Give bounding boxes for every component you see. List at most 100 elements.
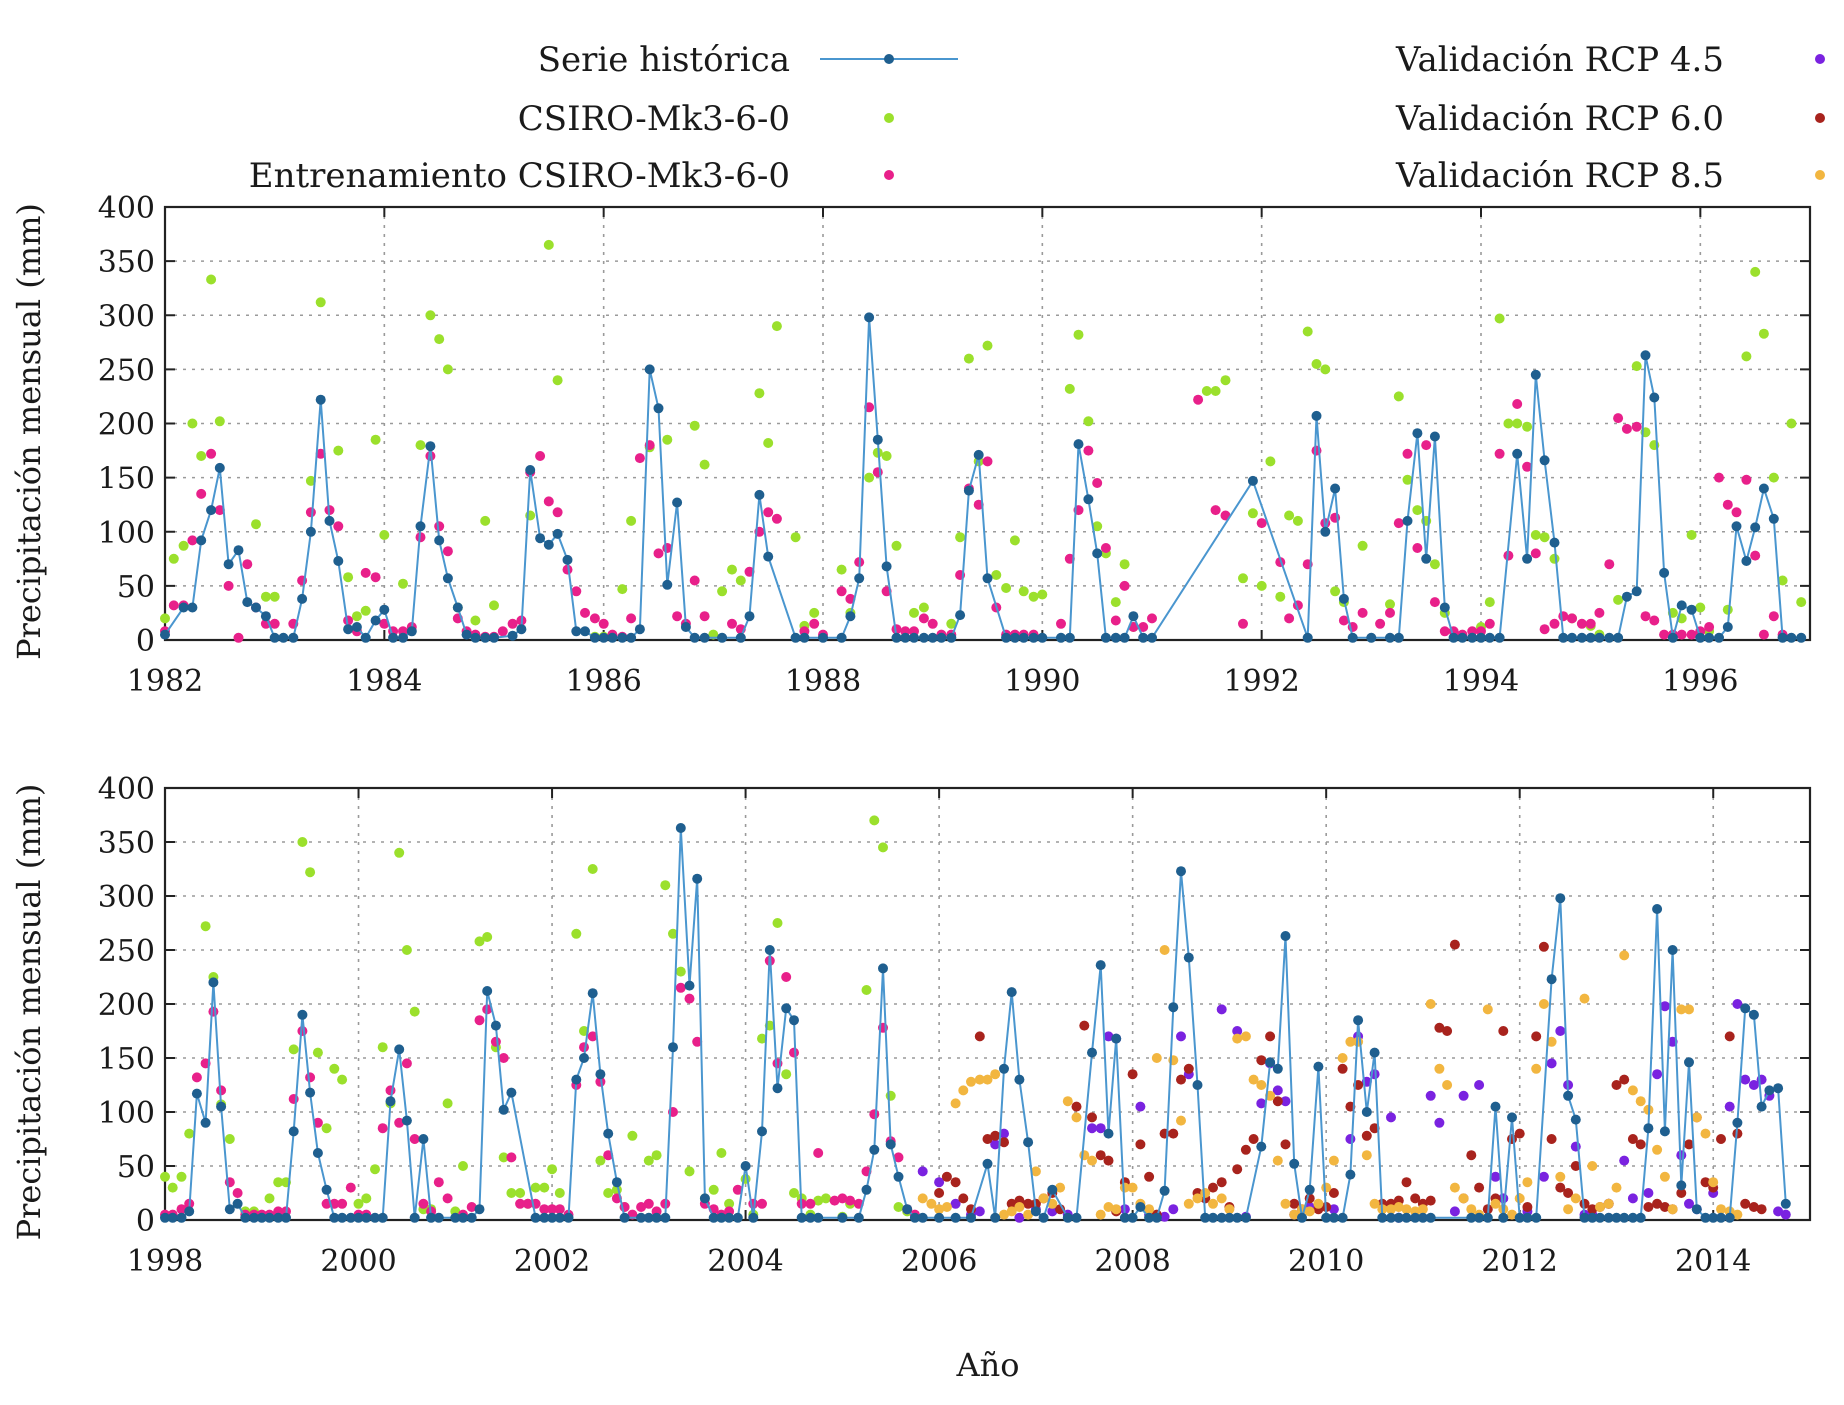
data-point	[1071, 1101, 1082, 1112]
data-point	[1361, 1107, 1372, 1117]
data-point	[587, 988, 598, 999]
data-point	[1238, 618, 1248, 629]
data-point	[1256, 1080, 1267, 1090]
data-point	[1494, 313, 1505, 324]
data-point	[401, 1115, 412, 1126]
data-point	[442, 364, 453, 375]
data-point	[507, 618, 518, 629]
data-point	[1345, 1169, 1356, 1180]
data-point	[918, 602, 929, 613]
y-tick-label: 150	[98, 462, 155, 497]
data-point	[1103, 1155, 1114, 1166]
data-point	[1741, 474, 1752, 485]
legend-item-csiro-mk3-6-0: CSIRO-Mk3-6-0	[518, 99, 894, 139]
data-point	[233, 632, 244, 643]
x-tick-label: 1986	[565, 664, 641, 699]
data-point	[1410, 1193, 1421, 1204]
data-point	[1256, 1055, 1267, 1066]
data-point	[187, 418, 198, 429]
data-point	[1786, 632, 1797, 643]
data-point	[845, 1195, 856, 1206]
data-point	[1369, 1198, 1380, 1209]
data-point	[1732, 999, 1743, 1009]
data-point	[232, 1188, 243, 1198]
data-point	[1311, 359, 1322, 369]
data-point	[1570, 1114, 1581, 1125]
data-point	[1092, 548, 1103, 559]
data-point	[461, 629, 472, 640]
data-point	[1047, 1184, 1058, 1195]
data-point	[1667, 1204, 1678, 1215]
data-point	[168, 553, 179, 564]
data-point	[744, 611, 755, 622]
data-point	[1311, 410, 1322, 421]
data-point	[1750, 266, 1761, 277]
y-axis-title: Precipitación mensual (mm)	[10, 203, 48, 660]
data-point	[991, 570, 1002, 580]
data-point	[789, 1015, 799, 1026]
data-point	[1595, 1202, 1605, 1212]
data-point	[160, 613, 170, 624]
data-point	[1649, 392, 1660, 403]
data-point	[351, 622, 362, 632]
data-point	[224, 1134, 235, 1144]
data-point	[176, 1171, 187, 1182]
data-point	[1652, 1144, 1663, 1155]
data-point	[1402, 515, 1413, 526]
data-point	[626, 613, 637, 624]
data-point	[1522, 1177, 1533, 1188]
data-point	[1284, 510, 1295, 521]
data-point	[206, 448, 217, 459]
data-point	[754, 489, 765, 500]
x-tick-label: 1984	[346, 664, 422, 699]
data-point	[1691, 1204, 1702, 1215]
data-point	[1659, 1202, 1670, 1212]
data-point	[1220, 375, 1231, 386]
data-point	[1796, 632, 1807, 643]
data-point	[717, 586, 728, 597]
data-point	[1159, 1185, 1170, 1196]
y-tick-label: 0	[136, 624, 155, 659]
data-point	[1393, 391, 1404, 402]
data-point	[1549, 537, 1560, 548]
data-point	[1297, 1212, 1307, 1223]
data-point	[1056, 618, 1066, 629]
data-point	[208, 977, 219, 988]
x-tick-label: 2014	[1675, 1244, 1751, 1279]
y-tick-label: 300	[98, 880, 155, 915]
data-point	[1546, 974, 1557, 985]
data-point	[370, 1164, 380, 1175]
data-point	[305, 475, 316, 486]
data-point	[1522, 421, 1533, 432]
data-point	[1466, 1150, 1477, 1161]
data-point	[1780, 1198, 1791, 1209]
data-point	[1369, 1047, 1380, 1058]
y-tick-label: 200	[98, 408, 155, 443]
data-point	[1208, 1212, 1218, 1223]
data-point	[1643, 1123, 1654, 1134]
data-point	[1635, 1096, 1646, 1107]
data-point	[240, 1212, 251, 1223]
data-point	[1716, 1134, 1726, 1144]
data-point	[1321, 1212, 1332, 1223]
data-point	[1272, 1096, 1283, 1107]
data-point	[950, 1198, 961, 1209]
data-point	[1144, 1212, 1155, 1223]
data-point	[1144, 1171, 1155, 1182]
data-point	[982, 1074, 993, 1085]
data-point	[771, 513, 782, 524]
data-point	[966, 1076, 976, 1087]
data-point	[167, 1212, 178, 1223]
data-point	[507, 630, 518, 641]
data-point	[1320, 364, 1331, 375]
data-point	[902, 1204, 913, 1215]
data-point	[264, 1212, 275, 1223]
data-point	[1168, 1002, 1179, 1013]
data-point	[1643, 1188, 1654, 1198]
data-point	[1393, 632, 1404, 643]
data-point	[1201, 386, 1212, 396]
data-point	[1224, 1212, 1235, 1223]
data-point	[1014, 1074, 1025, 1085]
data-point	[1385, 632, 1395, 643]
data-point	[946, 618, 957, 629]
